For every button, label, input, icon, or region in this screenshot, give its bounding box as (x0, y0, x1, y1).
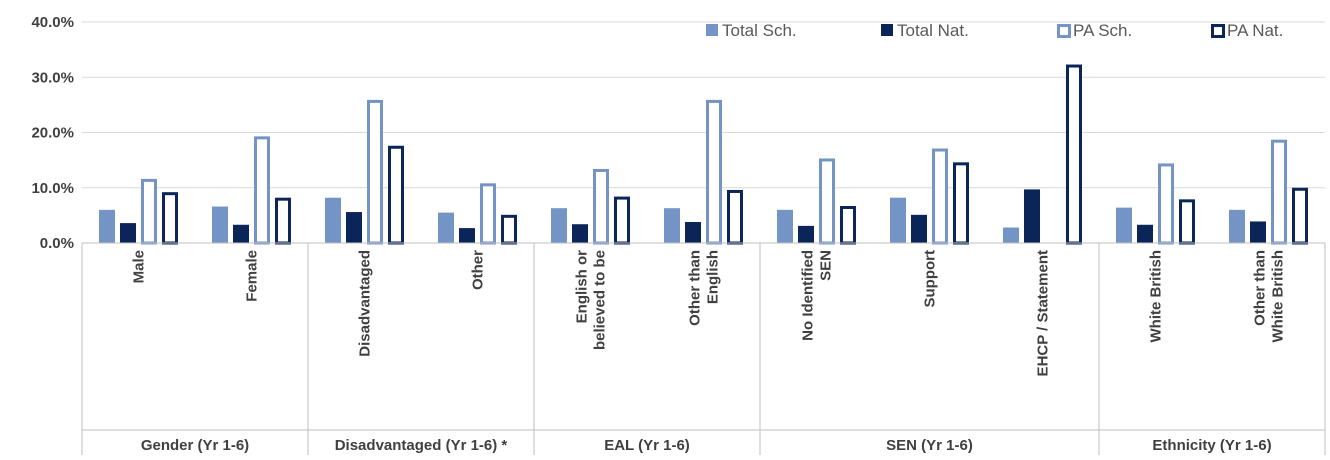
group-label: Disadvantaged (Yr 1-6) * (335, 437, 508, 454)
bar-pa-sch (1271, 139, 1287, 245)
bar-total-nat (1024, 189, 1040, 243)
bar-total-nat (346, 212, 362, 243)
bar-total-sch (1116, 207, 1132, 243)
group-label: Ethnicity (Yr 1-6) (1152, 437, 1271, 454)
legend-label: Total Sch. (722, 21, 797, 40)
legend-swatch (1057, 24, 1071, 38)
bar-total-sch (1003, 227, 1019, 243)
bar-total-sch (212, 206, 228, 243)
bar-pa-nat (162, 192, 178, 245)
bar-pa-sch (141, 178, 157, 245)
y-tick-label: 10.0% (31, 180, 74, 197)
group-label: EAL (Yr 1-6) (604, 437, 690, 454)
bar-pa-nat (1292, 187, 1308, 245)
bar-total-sch (664, 208, 680, 243)
bar-total-nat (120, 223, 136, 243)
group-label: SEN (Yr 1-6) (886, 437, 973, 454)
category-label: No Identified (800, 250, 817, 341)
category-label: Other (470, 250, 487, 290)
legend-label: Total Nat. (897, 21, 969, 40)
y-tick-label: 30.0% (31, 69, 74, 86)
bar-total-nat (572, 224, 588, 243)
bar-pa-nat (953, 162, 969, 245)
category-label: Other than (1252, 250, 1269, 326)
bar-pa-nat (275, 197, 291, 245)
bar-total-sch (325, 197, 341, 243)
bar-total-sch (99, 209, 115, 243)
category-label: English (705, 250, 722, 304)
bar-pa-sch (367, 99, 383, 245)
legend-swatch (881, 24, 893, 36)
category-label: EHCP / Statement (1035, 250, 1052, 376)
bar-total-nat (1250, 221, 1266, 243)
bar-pa-nat (1066, 64, 1082, 245)
bar-pa-nat (840, 205, 856, 245)
category-label: Other than (687, 250, 704, 326)
bar-total-nat (911, 214, 927, 243)
bar-total-nat (798, 225, 814, 243)
legend-swatch (706, 24, 718, 36)
bar-total-sch (1229, 209, 1245, 243)
bar-pa-sch (706, 99, 722, 245)
bar-pa-sch (480, 183, 496, 245)
legend-label: PA Sch. (1073, 21, 1132, 40)
category-label: English or (574, 250, 591, 324)
bar-total-nat (1137, 224, 1153, 243)
category-label: White British (1270, 250, 1287, 343)
bar-total-sch (777, 209, 793, 243)
bar-pa-sch (819, 158, 835, 245)
category-label: SEN (818, 250, 835, 281)
legend-label: PA Nat. (1227, 21, 1283, 40)
bar-pa-sch (1158, 163, 1174, 245)
category-label: Female (244, 250, 261, 302)
bar-pa-nat (614, 196, 630, 245)
category-label: Disadvantaged (357, 250, 374, 357)
category-label: White British (1148, 250, 1165, 343)
legend-swatch (1211, 24, 1225, 38)
bar-pa-sch (254, 136, 270, 245)
category-label: believed to be (592, 250, 609, 350)
bar-total-nat (685, 222, 701, 243)
bar-pa-sch (593, 168, 609, 245)
group-label: Gender (Yr 1-6) (141, 437, 249, 454)
bar-total-nat (233, 224, 249, 243)
y-tick-label: 20.0% (31, 125, 74, 142)
bar-total-sch (551, 208, 567, 243)
bar-pa-nat (1179, 199, 1195, 245)
bar-total-sch (890, 197, 906, 243)
bar-pa-nat (501, 214, 517, 245)
bar-pa-nat (388, 145, 404, 245)
bar-total-nat (459, 228, 475, 243)
bar-pa-nat (727, 189, 743, 245)
category-label: Male (131, 250, 148, 283)
bar-total-sch (438, 212, 454, 243)
bar-pa-sch (932, 148, 948, 245)
y-tick-label: 40.0% (31, 14, 74, 31)
category-label: Support (922, 250, 939, 308)
y-tick-label: 0.0% (40, 235, 74, 252)
